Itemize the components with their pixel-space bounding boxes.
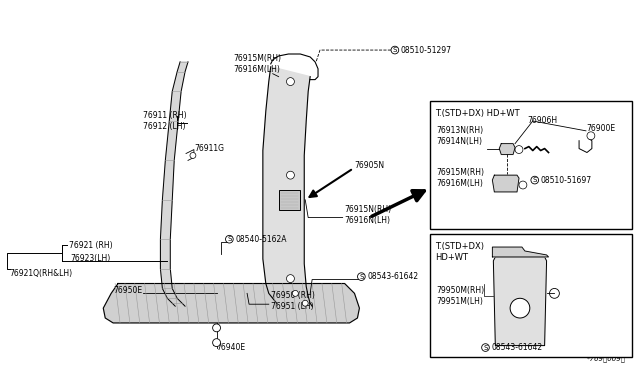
Text: *769〈009〉: *769〈009〉	[586, 356, 625, 362]
Text: 76950E: 76950E	[113, 286, 142, 295]
Polygon shape	[492, 247, 548, 257]
Text: 76906H: 76906H	[527, 116, 557, 125]
Text: 76921 (RH): 76921 (RH)	[69, 241, 113, 250]
Text: 76911 (RH)
76912 (LH): 76911 (RH) 76912 (LH)	[143, 111, 186, 131]
Text: 76915M(RH)
76916M(LH): 76915M(RH) 76916M(LH)	[436, 168, 484, 188]
Text: 76915M(RH)
76916M(LH): 76915M(RH) 76916M(LH)	[234, 54, 282, 74]
Text: 76921Q(RH&LH): 76921Q(RH&LH)	[10, 269, 73, 278]
Text: S: S	[359, 274, 364, 280]
Circle shape	[587, 132, 595, 140]
Circle shape	[287, 78, 294, 86]
Bar	[430, 234, 632, 357]
Text: 08543-61642: 08543-61642	[367, 272, 419, 281]
Circle shape	[287, 171, 294, 179]
Polygon shape	[161, 62, 188, 306]
Text: 08510-51297: 08510-51297	[401, 45, 452, 55]
Text: 08543-61642: 08543-61642	[492, 343, 543, 352]
Text: 76911G: 76911G	[194, 144, 224, 153]
Circle shape	[190, 153, 196, 158]
Text: S: S	[483, 344, 488, 350]
Circle shape	[302, 300, 308, 306]
Text: 08540-5162A: 08540-5162A	[236, 235, 287, 244]
Text: S: S	[393, 47, 397, 53]
Circle shape	[515, 145, 523, 154]
Text: 76915N(RH)
76916N(LH): 76915N(RH) 76916N(LH)	[344, 205, 392, 225]
Text: 76913N(RH)
76914N(LH): 76913N(RH) 76914N(LH)	[436, 126, 483, 146]
Polygon shape	[263, 67, 312, 306]
Text: S: S	[227, 236, 232, 242]
Text: S: S	[532, 177, 537, 183]
Text: 76923(LH): 76923(LH)	[71, 254, 111, 263]
Circle shape	[212, 324, 221, 332]
FancyBboxPatch shape	[278, 190, 300, 210]
Text: T.(STD+DX): T.(STD+DX)	[435, 241, 484, 251]
Polygon shape	[492, 175, 519, 192]
Text: HD+WT: HD+WT	[435, 253, 468, 262]
Polygon shape	[493, 257, 547, 346]
Polygon shape	[499, 144, 515, 154]
Circle shape	[519, 181, 527, 189]
Text: 79950M(RH)
79951M(LH): 79950M(RH) 79951M(LH)	[436, 286, 484, 307]
Text: 76905N: 76905N	[355, 161, 385, 170]
Text: 76950 (RH)
76951 (LH): 76950 (RH) 76951 (LH)	[271, 291, 315, 311]
Circle shape	[292, 291, 298, 296]
Bar	[430, 101, 632, 230]
Circle shape	[510, 298, 530, 318]
Text: 76900E: 76900E	[586, 124, 615, 134]
Text: 08510-51697: 08510-51697	[541, 176, 592, 185]
Circle shape	[212, 339, 221, 347]
Polygon shape	[103, 283, 360, 323]
Text: 76940E: 76940E	[216, 343, 246, 352]
Text: T.(STD+DX) HD+WT: T.(STD+DX) HD+WT	[435, 109, 520, 118]
Circle shape	[287, 275, 294, 283]
Circle shape	[550, 288, 559, 298]
